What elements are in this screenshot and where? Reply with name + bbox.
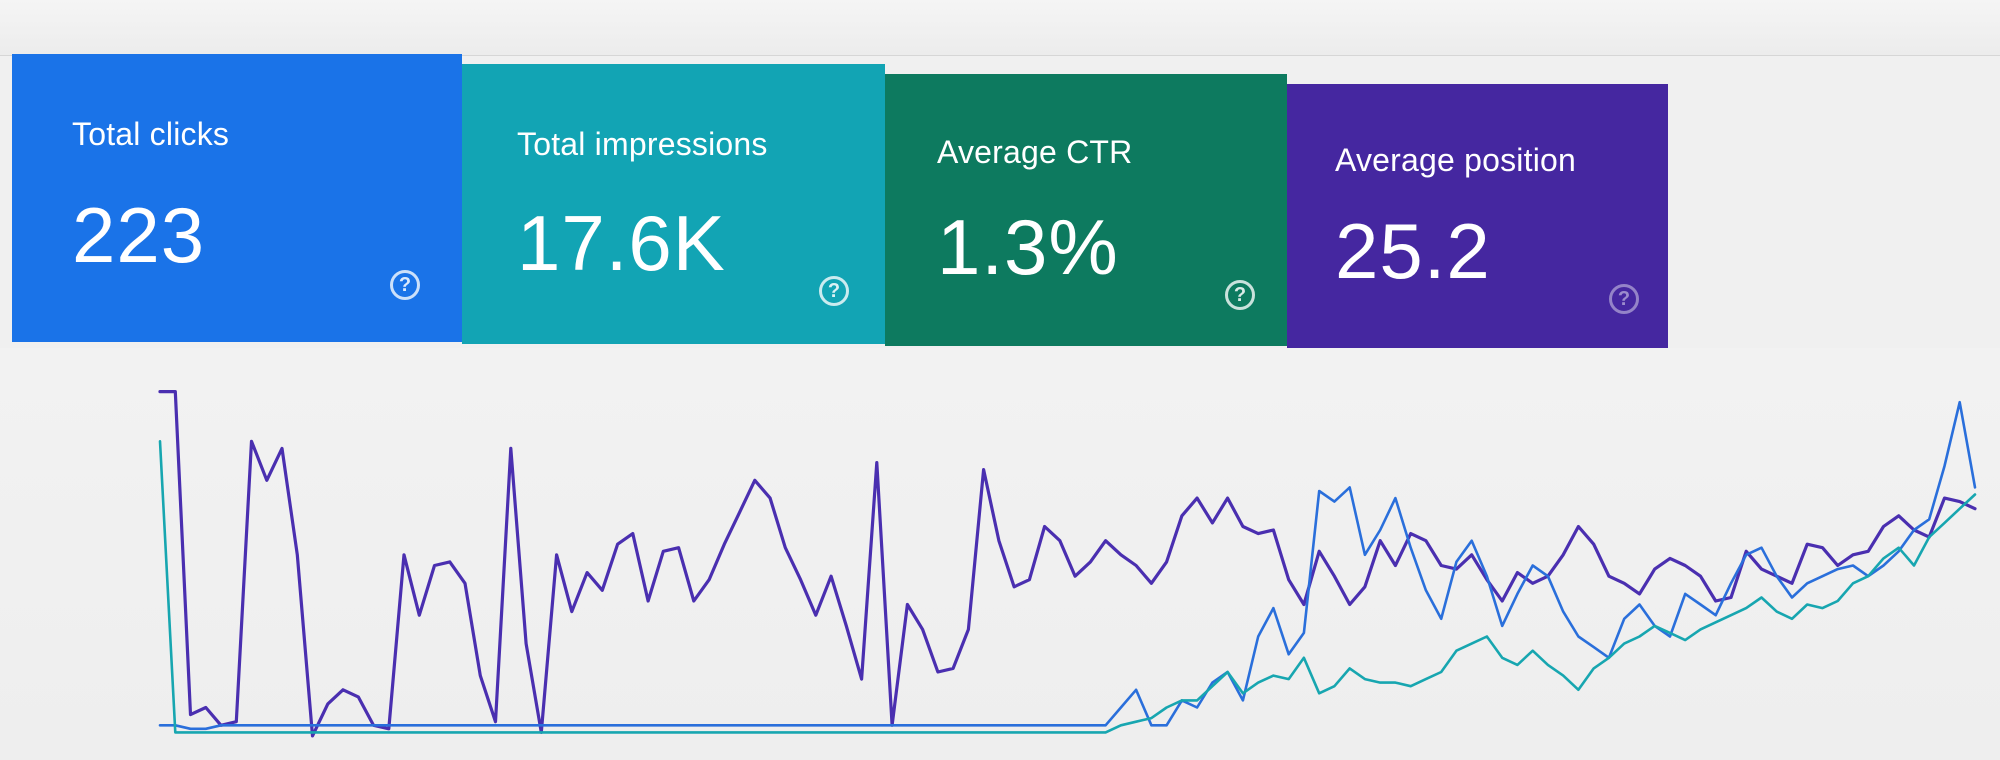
- total-clicks-label: Total clicks: [72, 116, 230, 152]
- total-impressions-card[interactable]: Total impressions 17.6K ?: [462, 64, 885, 344]
- average-ctr-card[interactable]: Average CTR 1.3% ?: [885, 74, 1287, 346]
- performance-chart-area: [0, 348, 2000, 760]
- top-strip: [0, 0, 2000, 55]
- series-line-3: [158, 440, 1977, 734]
- help-icon[interactable]: ?: [390, 270, 420, 300]
- total-clicks-card[interactable]: Total clicks 223 ?: [12, 54, 462, 342]
- top-divider: [0, 55, 2000, 56]
- average-ctr-value: 1.3%: [937, 203, 1119, 291]
- performance-chart: [158, 389, 1977, 738]
- series-line-2: [158, 400, 1977, 731]
- average-position-value: 25.2: [1335, 207, 1491, 295]
- help-icon[interactable]: ?: [1609, 284, 1639, 314]
- help-icon[interactable]: ?: [819, 276, 849, 306]
- total-clicks-value: 223: [72, 191, 206, 279]
- series-line-1: [158, 389, 1977, 738]
- help-icon[interactable]: ?: [1225, 280, 1255, 310]
- total-impressions-label: Total impressions: [517, 126, 768, 162]
- average-position-card[interactable]: Average position 25.2 ?: [1287, 84, 1668, 348]
- average-position-label: Average position: [1335, 142, 1576, 178]
- average-ctr-label: Average CTR: [937, 134, 1133, 170]
- total-impressions-value: 17.6K: [517, 199, 726, 287]
